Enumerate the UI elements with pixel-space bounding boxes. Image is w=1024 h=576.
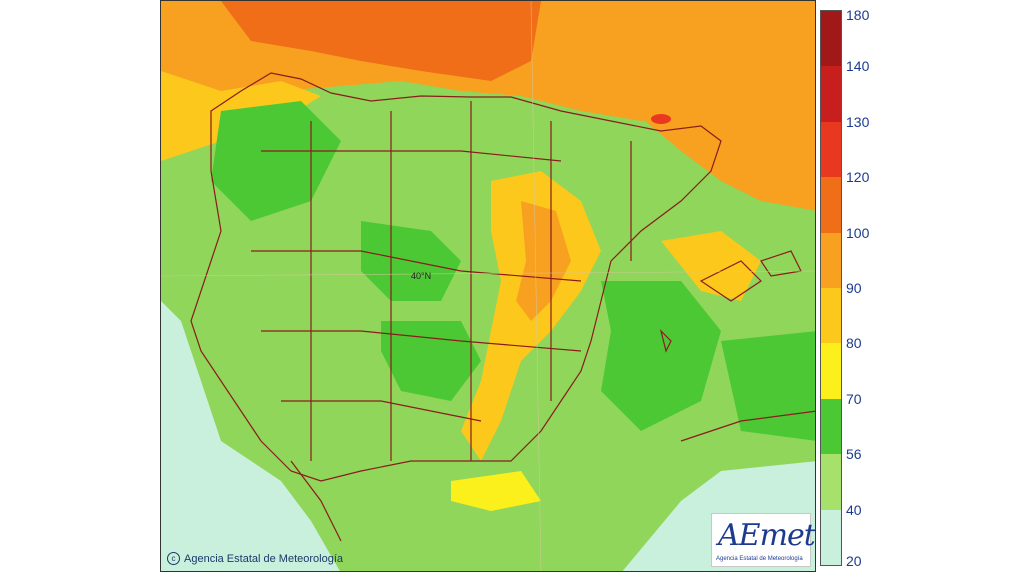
legend-band — [821, 121, 841, 178]
legend-tick-label: 120 — [846, 169, 870, 186]
map-canvas — [161, 1, 815, 571]
legend-tick-label: 40 — [846, 501, 862, 518]
legend-tick-label: 90 — [846, 280, 862, 296]
legend-band — [821, 232, 841, 289]
legend-band — [821, 454, 841, 511]
legend-band — [821, 11, 841, 67]
legend-tick-label: 56 — [846, 446, 862, 463]
legend-tick-label: 140 — [846, 58, 870, 75]
latitude-label: 40°N — [411, 271, 432, 281]
aemet-logo: AEmet Agencia Estatal de Meteorología — [711, 513, 815, 567]
legend-tick-label: 100 — [846, 224, 870, 241]
color-legend — [820, 10, 842, 566]
legend-band — [821, 398, 841, 455]
copyright-note: c Agencia Estatal de Meteorología — [167, 552, 343, 565]
legend-band — [821, 288, 841, 344]
legend-band — [821, 343, 841, 400]
legend-tick-label: 70 — [846, 390, 862, 407]
legend-band — [821, 177, 841, 234]
copyright-icon: c — [167, 552, 180, 565]
legend-tick-label: 80 — [846, 335, 862, 352]
logo-subtitle: Agencia Estatal de Meteorología — [716, 556, 803, 562]
legend-tick-label: 20 — [846, 553, 862, 569]
logo-word: AEmet — [718, 518, 815, 553]
legend-band — [821, 66, 841, 123]
legend-band — [821, 509, 841, 566]
legend-tick-label: 180 — [846, 7, 870, 23]
gust-map: 40°N c Agencia Estatal de Meteorología A… — [160, 0, 816, 572]
legend-tick-label: 130 — [846, 113, 870, 130]
copyright-text: Agencia Estatal de Meteorología — [184, 552, 343, 565]
